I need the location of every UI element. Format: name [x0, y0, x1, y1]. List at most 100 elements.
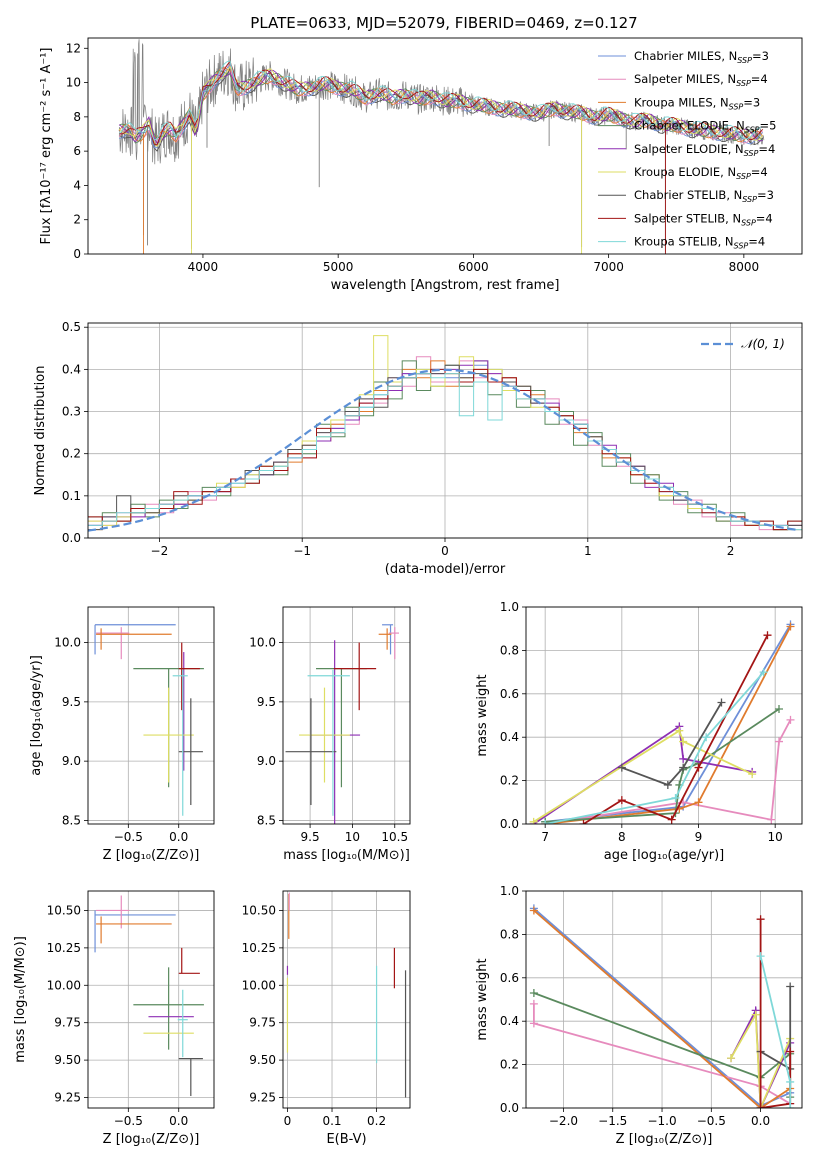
y-tick-label: 0.0: [500, 817, 519, 831]
x-tick-label: 0.2: [367, 1114, 386, 1128]
legend-entry: Salpeter MILES, NSSP=4: [634, 72, 768, 88]
y-axis-label: Flux [fλ10⁻¹⁷ erg cm⁻² s⁻¹ A⁻¹]: [39, 48, 54, 245]
axes-age_vs_Z: −0.5 0.0 8.5 9.0 9.5 10.0 Z [log₁₀(Z/Z⊙)] age […: [29, 606, 215, 863]
weight-marker: [775, 704, 783, 713]
errorbar-point-salpeter_miles: [388, 627, 399, 660]
x-tick-label: −2.0: [549, 1114, 578, 1128]
x-tick-label: 7000: [593, 260, 624, 274]
y-tick-label: 0.6: [500, 971, 519, 985]
charts-root: 4000 5000 6000 7000 8000024681012wavelength …: [13, 37, 803, 1147]
x-tick-label: 0: [284, 1114, 292, 1128]
weight-marker: [529, 906, 538, 915]
weight-marker: [617, 763, 626, 772]
x-tick-label: 10.5: [381, 830, 408, 844]
legend-entry: 𝒩(0, 1): [741, 337, 785, 351]
x-tick-label: 0: [441, 544, 449, 558]
x-tick-label: −1.5: [598, 1114, 627, 1128]
x-tick-label: −0.5: [697, 1114, 726, 1128]
axes-frame: [525, 606, 803, 825]
y-tick-label: 9.25: [54, 1091, 81, 1105]
y-tick-label: 0.4: [62, 362, 81, 376]
axes-frame: [525, 890, 803, 1109]
weight-marker: [786, 982, 795, 991]
y-axis-label: mass weight: [475, 674, 490, 756]
x-tick-label: 9.5: [301, 830, 320, 844]
y-tick-label: 0.4: [500, 730, 519, 744]
errorbar-point-kroupa_elodie: [299, 687, 350, 783]
errorbar-point-chabrier_miles: [382, 624, 394, 655]
errorbar-point-salpeter_stelib: [178, 947, 200, 974]
axes-frame: [87, 606, 215, 825]
legend-entry: Kroupa MILES, NSSP=3: [634, 95, 760, 111]
weight-marker: [763, 631, 772, 640]
errorbar-point-chabrier_stelib: [178, 1058, 203, 1097]
weight-line-salpeter_miles: [533, 1003, 791, 1105]
weight-marker: [727, 1054, 736, 1063]
weight-marker: [667, 815, 676, 824]
axes-frame: [87, 890, 215, 1109]
y-tick-label: 1.0: [500, 600, 519, 614]
y-tick-label: 10.0: [54, 636, 81, 650]
normal-curve: [88, 368, 800, 532]
errorbar-point-kroupa_stelib: [307, 669, 350, 816]
errorbar-point-chabrier_miles: [94, 624, 176, 655]
y-tick-label: 10.50: [47, 903, 81, 917]
weight-marker: [786, 715, 795, 724]
x-tick-label: 4000: [188, 260, 219, 274]
x-tick-label: −1: [293, 544, 311, 558]
x-tick-label: 8000: [729, 260, 760, 274]
weight-line-kroupa_elodie: [533, 729, 753, 823]
y-tick-label: 0.0: [62, 531, 81, 545]
weight-marker: [529, 1019, 538, 1028]
x-tick-label: 7: [541, 830, 549, 844]
weight-marker: [756, 1104, 765, 1108]
y-tick-label: 0.8: [500, 643, 519, 657]
y-tick-label: 0.2: [62, 447, 81, 461]
weight-marker: [717, 698, 726, 707]
y-tick-label: 10.00: [47, 978, 81, 992]
y-tick-label: 4: [73, 178, 81, 192]
y-tick-label: 0: [73, 247, 81, 261]
weight-marker: [748, 770, 757, 779]
weight-marker: [579, 820, 588, 824]
plot-area-weight_vs_Z: [529, 904, 795, 1108]
axes-mass_vs_ebv: 0 0.1 0.2 9.25 9.50 9.75 10.00 10.25 10.50 E(B-V): [242, 890, 411, 1147]
axes-residuals: −2 −1 0 1 2 0.0 0.1 0.2 0.3 0.4 0.5 (data-model)/er…: [33, 320, 803, 577]
y-axis-label: mass [log₁₀(M/M⊙)]: [13, 936, 28, 1063]
weight-line-kroupa_stelib: [545, 671, 765, 824]
legend-entry: Salpeter STELIB, NSSP=4: [634, 211, 773, 227]
weight-line-kroupa_miles: [545, 626, 792, 824]
weight-marker: [617, 796, 626, 805]
y-tick-label: 9.75: [249, 1016, 276, 1030]
errorbar-point-chabrier_elodie: [133, 967, 204, 1050]
errorbar-point-salpeter_stelib: [333, 642, 377, 711]
legend-entry: Kroupa STELIB, NSSP=4: [634, 235, 765, 251]
errorbar-point-kroupa_elodie: [143, 687, 194, 783]
x-tick-label: 10: [345, 830, 360, 844]
x-axis-label: Z [log₁₀(Z/Z⊙)]: [103, 1132, 200, 1147]
x-tick-label: 0.0: [751, 1114, 770, 1128]
y-tick-label: 10.25: [47, 941, 81, 955]
x-tick-label: 6000: [458, 260, 489, 274]
y-tick-label: 0.2: [500, 774, 519, 788]
legend-entry: Salpeter ELODIE, NSSP=4: [634, 142, 775, 158]
axes-frame: [87, 322, 803, 539]
plot-area-mass_vs_ebv: [286, 892, 407, 1098]
weight-marker: [786, 1077, 795, 1086]
errorbar-point-salpeter_miles: [96, 895, 130, 929]
weight-marker: [679, 737, 688, 746]
y-tick-label: 0.8: [500, 927, 519, 941]
x-tick-label: −2: [151, 544, 169, 558]
axes-frame: [282, 890, 411, 1109]
weight-marker: [679, 754, 688, 763]
x-tick-label: 5000: [323, 260, 354, 274]
weight-marker: [529, 999, 538, 1008]
plot-area-mass_vs_Z: [94, 895, 204, 1097]
model-spectrum-kroupa_elodie: [118, 65, 764, 148]
y-tick-label: 9.75: [54, 1016, 81, 1030]
y-axis-label: mass weight: [475, 958, 490, 1040]
weight-line-kroupa_miles: [533, 909, 791, 1108]
x-tick-label: 1: [584, 544, 592, 558]
y-axis-label: age [log₁₀(age/yr)]: [29, 655, 44, 776]
